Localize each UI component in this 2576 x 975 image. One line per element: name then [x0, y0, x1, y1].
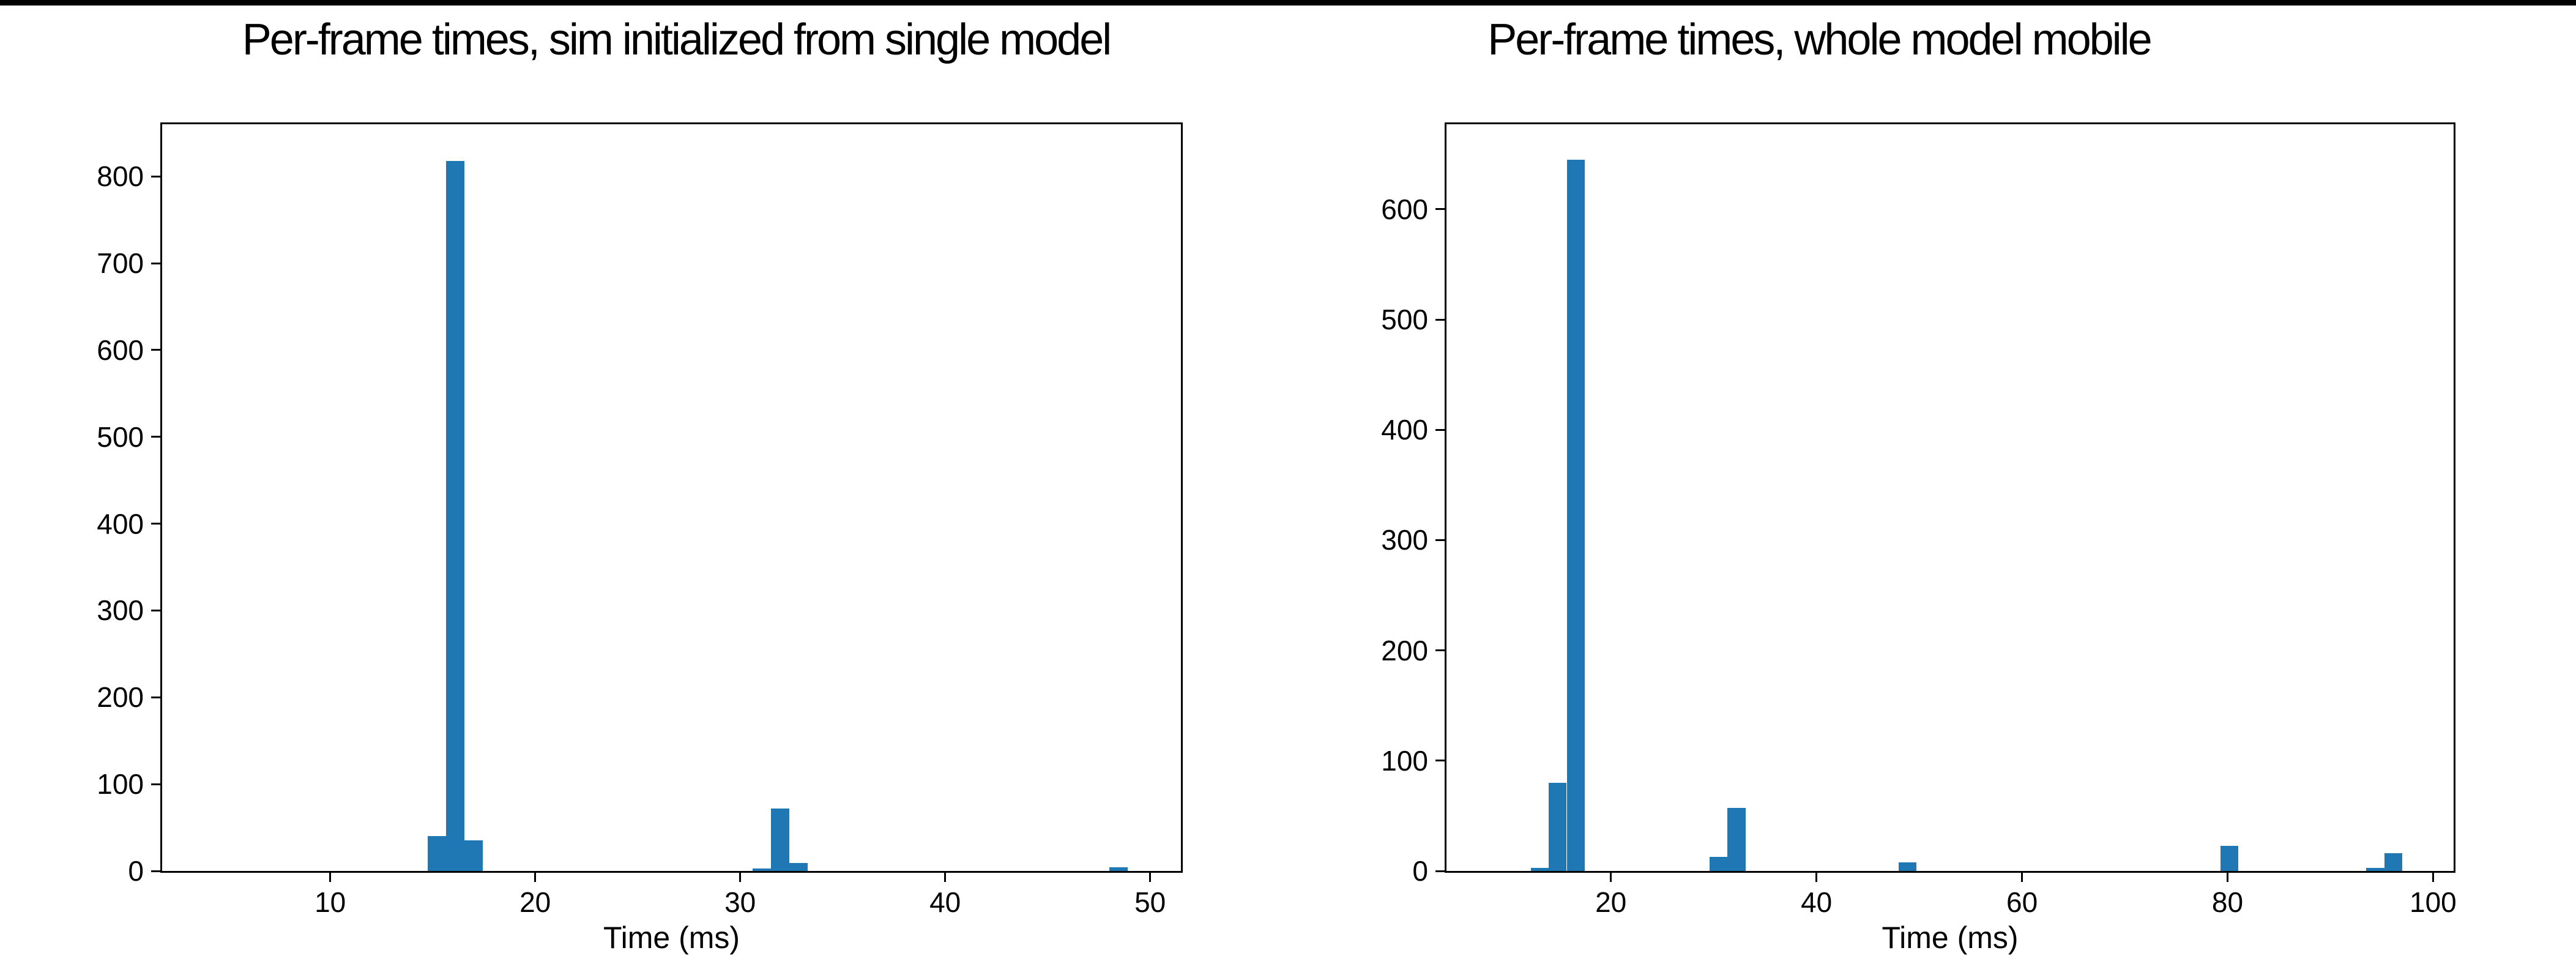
y-tick-mark — [1435, 539, 1445, 541]
y-tick-label: 300 — [97, 594, 144, 627]
x-tick-mark — [534, 873, 537, 882]
x-tick-mark — [1149, 873, 1152, 882]
histogram-bar — [427, 836, 446, 871]
x-tick-label: 60 — [2006, 886, 2038, 918]
x-tick-mark — [2227, 873, 2228, 882]
x-tick-mark — [1610, 873, 1612, 882]
chart-title: Per-frame times, sim initialized from si… — [242, 15, 1112, 64]
y-tick-mark — [151, 523, 160, 525]
x-tick-label: 50 — [1134, 886, 1166, 918]
y-tick-mark — [1435, 760, 1445, 762]
chart-title: Per-frame times, whole model mobile — [1487, 15, 2152, 64]
y-tick-mark — [151, 870, 160, 872]
histogram-bar — [752, 868, 771, 871]
histogram-bar — [1530, 867, 1549, 871]
y-tick-label: 600 — [97, 334, 144, 366]
histogram-bar — [1549, 782, 1567, 871]
y-tick-label: 0 — [1412, 855, 1428, 887]
y-tick-mark — [151, 783, 160, 785]
y-tick-label: 300 — [1381, 524, 1428, 556]
y-tick-mark — [1435, 208, 1445, 211]
x-tick-label: 80 — [2211, 886, 2244, 918]
y-tick-label: 500 — [1381, 304, 1428, 335]
histogram-bar — [789, 863, 808, 871]
y-tick-mark — [151, 175, 160, 177]
y-tick-mark — [151, 696, 160, 698]
x-tick-label: 100 — [2410, 886, 2457, 918]
x-tick-label: 10 — [315, 886, 346, 918]
y-tick-label: 400 — [1381, 414, 1428, 446]
histogram-bar — [1566, 159, 1585, 871]
y-tick-mark — [151, 609, 160, 611]
histogram-bar — [1710, 856, 1728, 871]
y-tick-label: 100 — [1381, 744, 1428, 777]
y-tick-label: 0 — [128, 855, 144, 887]
top-black-bar — [0, 0, 2576, 6]
y-tick-mark — [1435, 870, 1445, 872]
histogram-bar — [464, 840, 483, 871]
y-tick-label: 800 — [97, 160, 144, 193]
x-tick-label: 30 — [724, 886, 756, 918]
y-tick-mark — [1435, 318, 1445, 321]
y-tick-mark — [1435, 428, 1445, 431]
x-tick-mark — [739, 873, 742, 882]
y-tick-label: 600 — [1381, 193, 1428, 225]
y-tick-label: 200 — [97, 681, 144, 714]
x-tick-mark — [2021, 873, 2023, 882]
x-tick-label: 40 — [1801, 886, 1833, 918]
y-tick-label: 500 — [97, 420, 144, 453]
y-tick-mark — [151, 436, 160, 438]
y-tick-label: 200 — [1381, 634, 1428, 667]
y-tick-mark — [151, 349, 160, 351]
x-tick-mark — [2432, 873, 2434, 882]
x-axis-label: Time (ms) — [603, 921, 740, 955]
y-tick-label: 100 — [97, 768, 144, 801]
x-tick-mark — [1815, 873, 1818, 882]
plot-area — [1445, 122, 2455, 873]
histogram-bar — [2366, 867, 2384, 871]
y-tick-mark — [1435, 649, 1445, 652]
histogram-bar — [771, 808, 790, 871]
x-tick-mark — [944, 873, 947, 882]
y-tick-mark — [151, 262, 160, 264]
y-tick-label: 400 — [97, 507, 144, 540]
x-axis-label: Time (ms) — [1882, 921, 2019, 955]
histogram-bar — [446, 160, 465, 871]
x-tick-label: 40 — [929, 886, 961, 918]
x-tick-mark — [329, 873, 332, 882]
x-tick-label: 20 — [519, 886, 551, 918]
histogram-bar — [1109, 867, 1128, 871]
x-tick-label: 20 — [1595, 886, 1627, 918]
histogram-bar — [2384, 853, 2402, 871]
plot-area — [160, 122, 1183, 873]
histogram-bar — [1727, 808, 1746, 871]
histogram-bar — [2220, 845, 2239, 871]
histogram-bar — [1899, 862, 1917, 871]
y-tick-label: 700 — [97, 247, 144, 279]
